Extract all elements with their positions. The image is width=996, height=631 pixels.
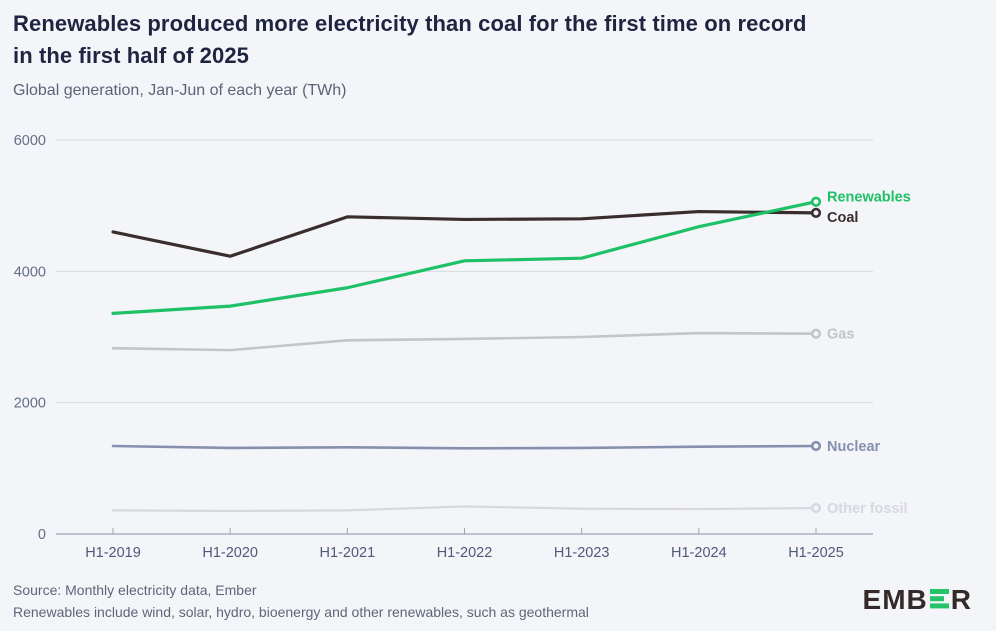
x-tick-label: H1-2022 xyxy=(437,545,493,561)
series-endpoint-marker-nuclear xyxy=(810,440,822,452)
series-endpoint-marker-other-fossil xyxy=(810,502,822,514)
series-label-other-fossil: Other fossil xyxy=(827,501,908,517)
chart-title-line2: in the first half of 2025 xyxy=(13,43,249,68)
ember-logo-text-prefix: EMB xyxy=(862,584,928,615)
x-tick-label: H1-2019 xyxy=(85,545,141,561)
x-tick-label: H1-2023 xyxy=(554,545,610,561)
chart-title: Renewables produced more electricity tha… xyxy=(13,8,973,72)
series-endpoint-marker-gas xyxy=(810,328,822,339)
series-label-gas: Gas xyxy=(827,327,854,343)
x-tick-label: H1-2021 xyxy=(320,545,376,561)
ember-logo-text-suffix: R xyxy=(950,584,972,615)
y-tick-label: 6000 xyxy=(14,133,46,149)
chart-title-line1: Renewables produced more electricity tha… xyxy=(13,11,807,36)
x-tick-label: H1-2024 xyxy=(671,545,727,561)
series-endpoint-marker-renewables xyxy=(810,196,822,207)
series-line-nuclear xyxy=(111,444,818,450)
y-tick-label: 0 xyxy=(38,527,46,543)
ember-logo: EMB R xyxy=(863,584,972,616)
ember-logo-green-e-icon xyxy=(929,584,949,616)
y-tick-label: 4000 xyxy=(14,264,46,280)
x-tick-label: H1-2025 xyxy=(788,545,844,561)
series-label-nuclear: Nuclear xyxy=(827,439,881,455)
series-label-renewables: Renewables xyxy=(827,190,911,206)
source-text: Source: Monthly electricity data, Ember xyxy=(13,582,257,598)
chart-footnotes: Source: Monthly electricity data, Ember … xyxy=(13,579,983,623)
series-line-other-fossil xyxy=(111,505,818,513)
chart-subtitle: Global generation, Jan-Jun of each year … xyxy=(13,82,347,99)
series-label-coal: Coal xyxy=(827,210,858,226)
renewables-note-text: Renewables include wind, solar, hydro, b… xyxy=(13,604,589,620)
series-line-coal xyxy=(111,209,818,258)
series-line-gas xyxy=(111,331,818,352)
series-line-renewables xyxy=(111,200,818,315)
chart-header: Renewables produced more electricity tha… xyxy=(13,8,973,100)
x-tick-label: H1-2020 xyxy=(202,545,258,561)
y-tick-label: 2000 xyxy=(14,396,46,412)
series-endpoint-marker-coal xyxy=(810,207,822,218)
